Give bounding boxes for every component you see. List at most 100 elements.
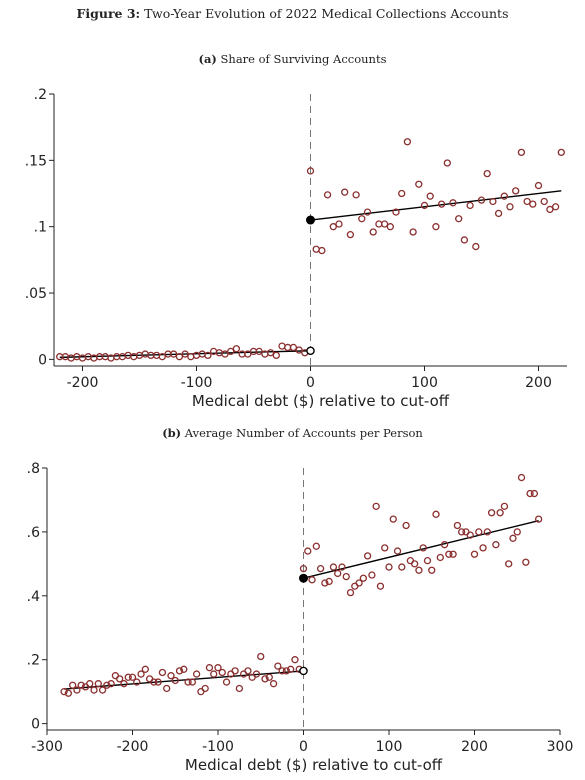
data-point: [523, 197, 531, 206]
data-point: [77, 681, 85, 689]
y-tick-label: .6: [27, 525, 40, 541]
data-point: [210, 670, 218, 678]
data-point: [443, 159, 451, 167]
x-tick-label: 100: [376, 739, 403, 755]
data-point: [455, 215, 463, 223]
panel-b-title: (b) Average Number of Accounts per Perso…: [0, 426, 585, 440]
data-point: [266, 349, 275, 357]
x-tick-label: 200: [525, 375, 552, 391]
y-tick-label: .4: [27, 589, 40, 605]
data-point: [540, 197, 548, 206]
data-point: [517, 148, 526, 157]
data-point: [492, 541, 500, 549]
data-point: [402, 521, 410, 530]
chart-b: 0 .2 .4 .6 .8 -300 -200 -100 0 100 200 300 Medical d…: [27, 461, 574, 774]
data-point: [181, 350, 189, 358]
data-point: [415, 180, 423, 188]
data-point: [449, 199, 457, 207]
data-point: [479, 544, 487, 552]
data-point: [120, 680, 128, 688]
data-point: [393, 547, 402, 555]
data-point: [420, 201, 429, 210]
data-point: [475, 528, 483, 536]
data-point: [278, 667, 286, 675]
panel-b-label: (b): [162, 426, 182, 440]
data-point: [526, 489, 534, 498]
data-point: [227, 347, 235, 356]
x-tick-label: -200: [67, 375, 99, 391]
data-point: [289, 343, 298, 352]
data-point: [130, 353, 138, 361]
data-point: [299, 564, 308, 573]
fit-line-right: [310, 190, 562, 221]
data-point: [274, 662, 282, 670]
data-point: [252, 670, 261, 678]
data-point: [69, 681, 77, 689]
data-point: [214, 664, 222, 672]
cutoff-left-marker: [306, 346, 315, 356]
data-point: [453, 521, 462, 530]
data-point: [369, 228, 377, 236]
data-point: [244, 350, 252, 358]
data-point: [325, 577, 333, 586]
data-point: [483, 169, 491, 178]
data-point: [372, 502, 380, 510]
data-point: [64, 689, 73, 697]
data-point: [255, 347, 263, 356]
data-point: [124, 673, 132, 681]
fit-line-left: [59, 350, 311, 359]
y-tick-label: .8: [27, 461, 40, 477]
data-point: [312, 245, 320, 253]
data-point: [272, 351, 280, 360]
data-point: [90, 686, 98, 694]
data-point: [423, 557, 432, 565]
y-tick-label: .2: [34, 87, 47, 103]
data-point: [321, 579, 329, 587]
data-point: [338, 563, 346, 571]
data-point: [380, 220, 389, 228]
data-point: [295, 346, 303, 354]
data-point: [141, 665, 149, 673]
data-point: [221, 350, 229, 358]
x-tick-label: 0: [299, 739, 308, 755]
data-point: [534, 181, 543, 190]
panel-a-title-text: Share of Surviving Accounts: [220, 52, 387, 66]
y-tick-label: 0: [31, 717, 40, 733]
data-point: [494, 209, 503, 218]
cutoff-right-marker: [306, 215, 315, 225]
data-point: [363, 208, 372, 216]
data-point: [278, 342, 286, 350]
data-point: [269, 680, 278, 688]
data-point: [244, 667, 252, 675]
data-point: [445, 550, 453, 558]
data-point: [472, 242, 480, 251]
data-point: [78, 354, 87, 362]
data-point: [150, 678, 158, 686]
y-tick-label: .05: [25, 286, 47, 302]
data-point: [73, 686, 81, 694]
data-point: [334, 569, 342, 578]
data-point: [432, 223, 440, 231]
data-point: [141, 350, 149, 358]
data-point: [436, 553, 444, 562]
panel-a-title: (a) Share of Surviving Accounts: [0, 52, 585, 66]
data-point: [308, 576, 316, 584]
data-point: [376, 582, 385, 590]
data-point: [188, 678, 197, 686]
data-point: [171, 676, 179, 685]
data-point: [231, 667, 239, 675]
data-point: [359, 574, 368, 582]
data-point: [341, 188, 349, 196]
data-point: [522, 558, 530, 566]
data-point: [487, 509, 496, 517]
data-point: [496, 509, 504, 517]
data-point: [98, 686, 107, 694]
figure-title: Figure 3: Two-Year Evolution of 2022 Med…: [0, 6, 585, 21]
data-point: [415, 566, 423, 574]
figure-title-text: Two-Year Evolution of 2022 Medical Colle…: [144, 6, 509, 21]
x-tick-label: 300: [547, 739, 574, 755]
data-point: [201, 684, 209, 693]
data-point: [432, 510, 440, 518]
data-point: [103, 681, 111, 689]
data-point: [368, 571, 376, 579]
